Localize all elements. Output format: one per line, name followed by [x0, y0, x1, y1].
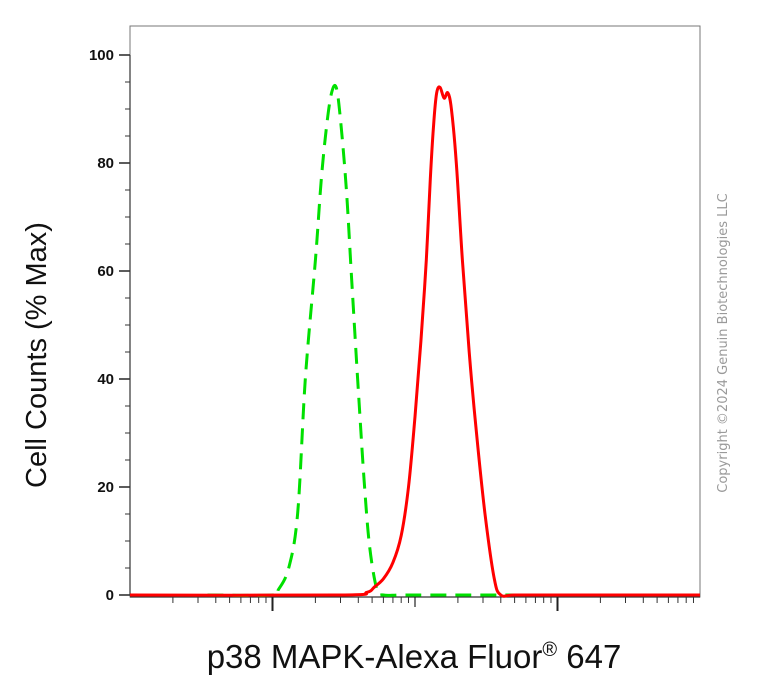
- y-tick-label: 80: [97, 155, 114, 172]
- x-axis-title-registered: ®: [542, 639, 557, 661]
- y-tick-label: 0: [106, 587, 114, 604]
- isotype-control-series-line: [207, 83, 700, 597]
- y-tick-label: 60: [97, 263, 114, 280]
- x-axis-title-tail: 647: [557, 638, 621, 675]
- y-axis: 0 20 40 60 80 100: [89, 47, 131, 604]
- plot-frame: [129, 25, 701, 598]
- y-tick-label: 100: [89, 47, 114, 64]
- x-axis-title: p38 MAPK-Alexa Fluor® 647: [207, 638, 622, 675]
- series-layer: [129, 83, 700, 598]
- x-axis-title-main: p38 MAPK-Alexa Fluor: [207, 638, 543, 675]
- y-tick-label: 40: [97, 371, 114, 388]
- y-axis-title: Cell Counts (% Max): [21, 222, 53, 488]
- copyright-watermark: Copyright ©2024 Genuin Biotechnologies L…: [716, 193, 731, 492]
- y-tick-label: 20: [97, 479, 114, 496]
- x-axis: [130, 596, 700, 611]
- stained-sample-series-line: [129, 85, 700, 598]
